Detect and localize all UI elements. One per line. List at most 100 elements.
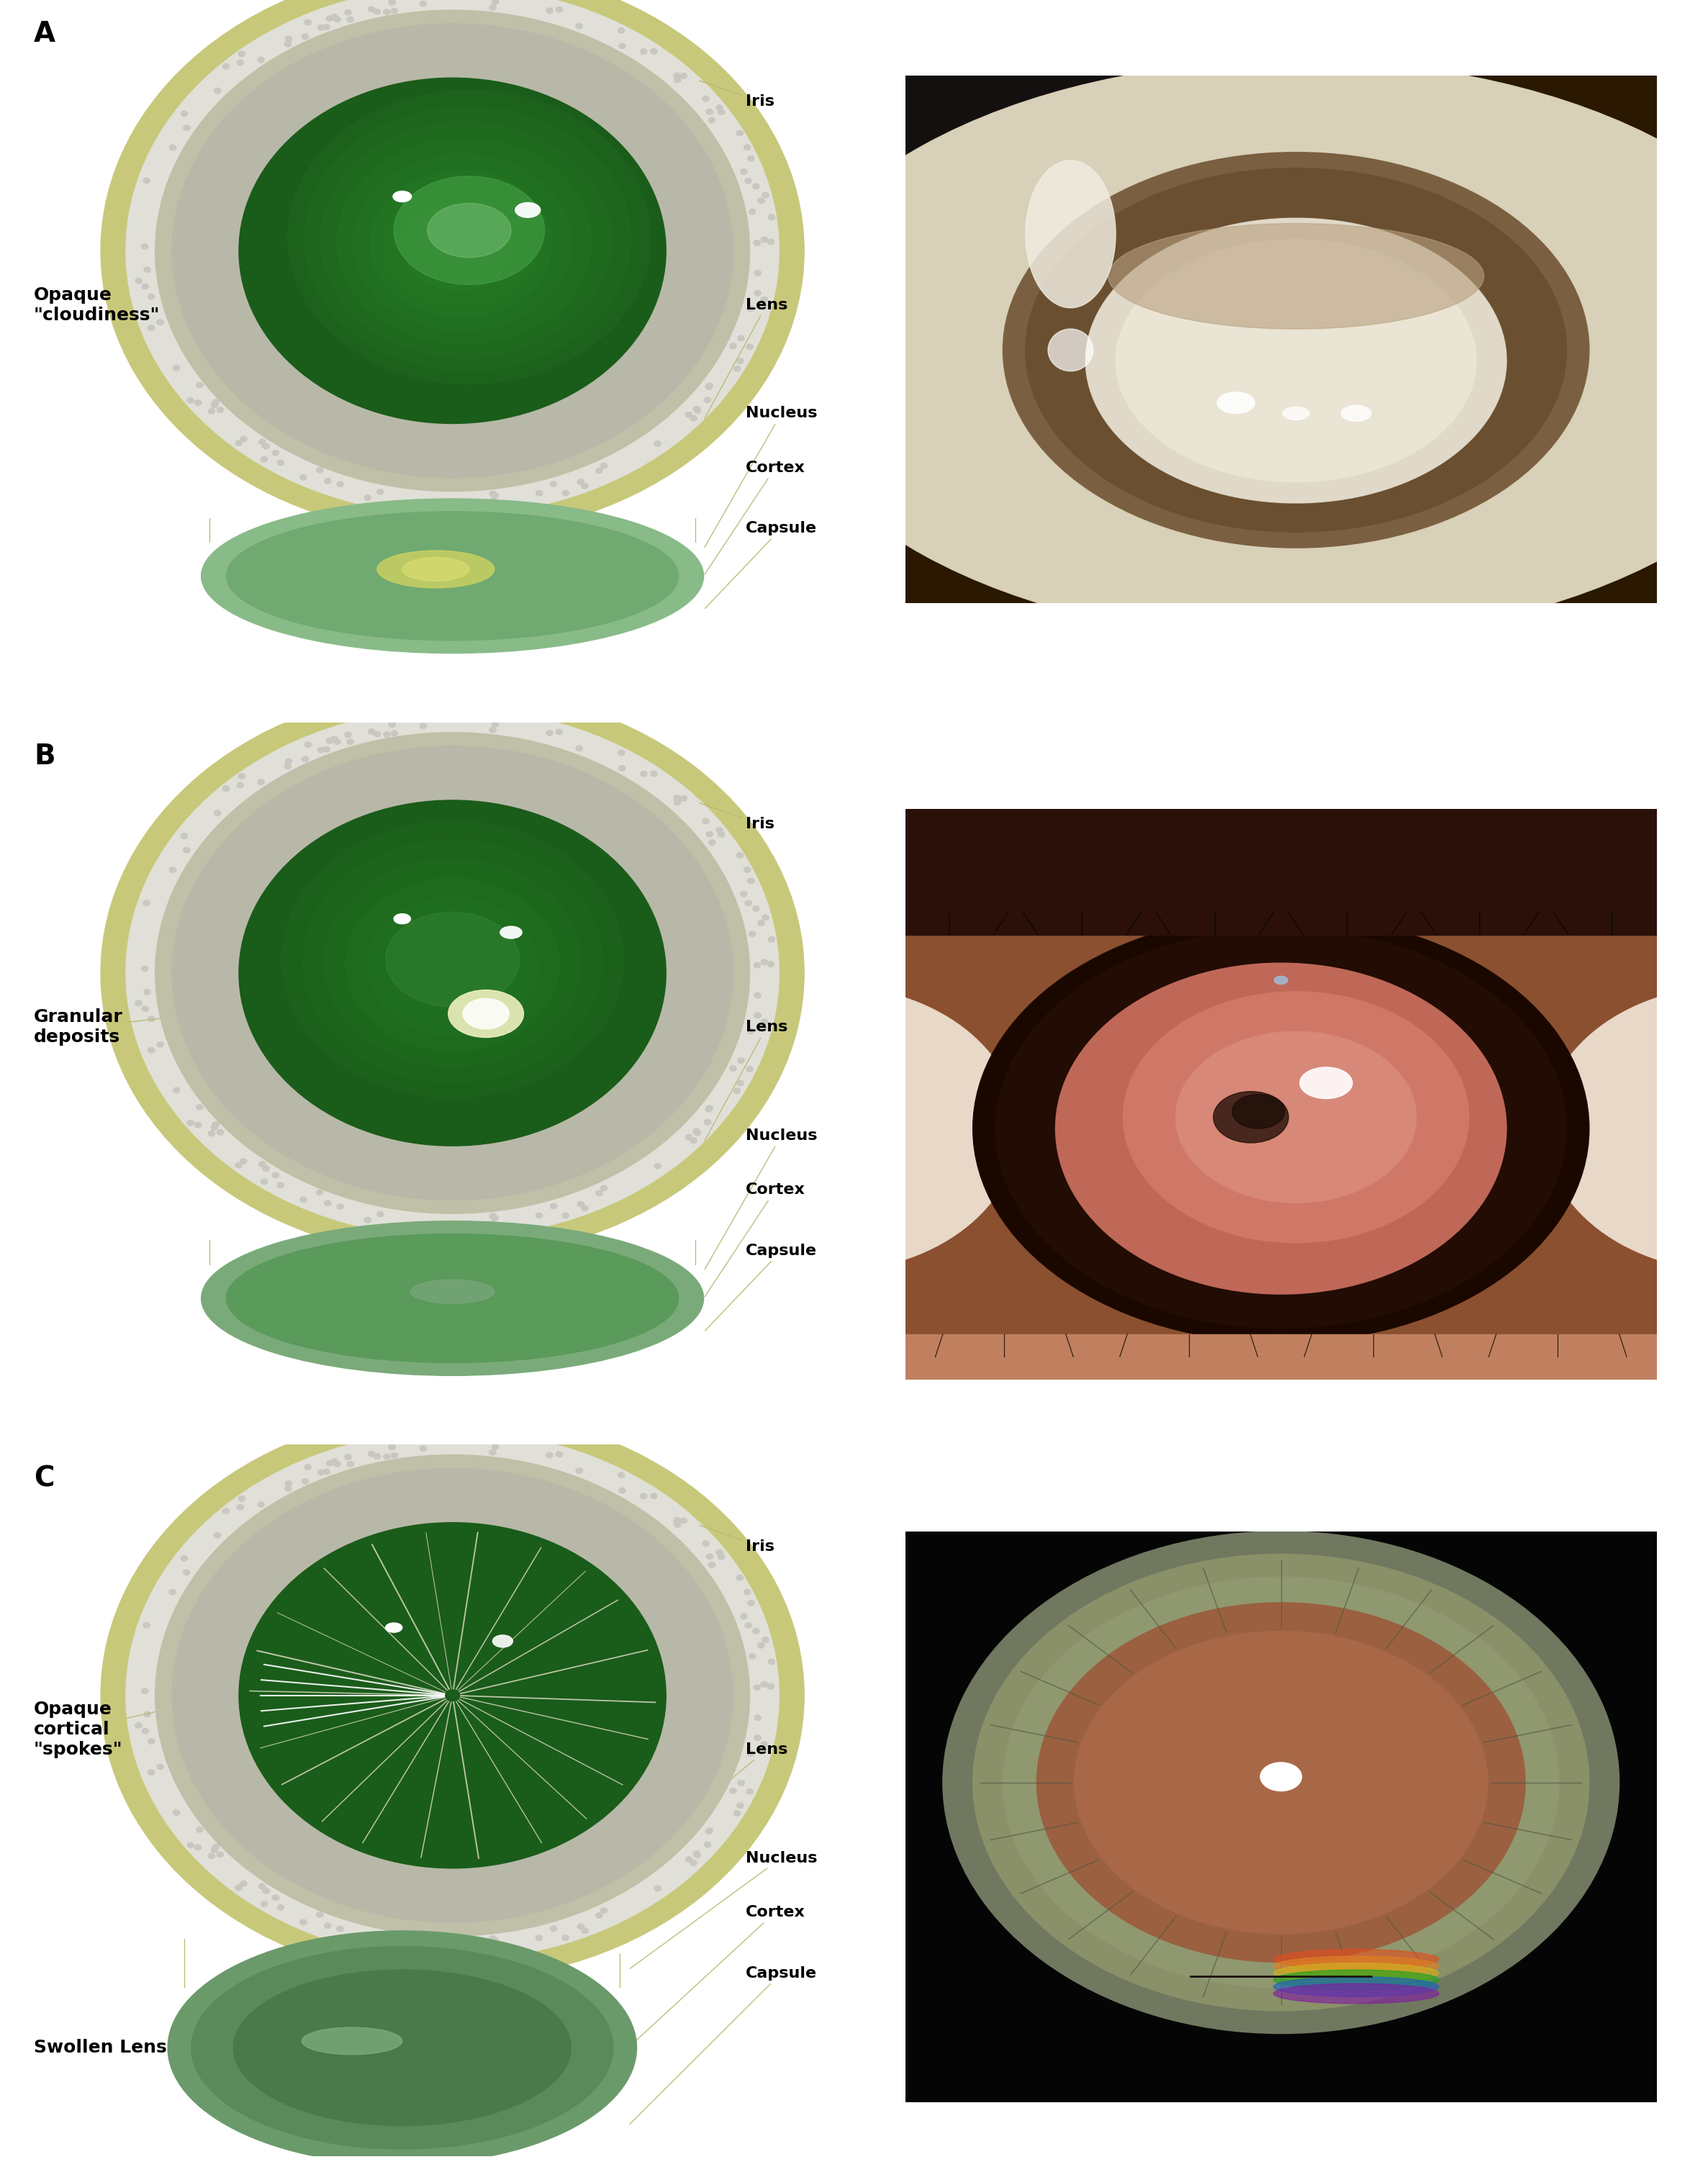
Ellipse shape bbox=[173, 1088, 179, 1092]
Ellipse shape bbox=[304, 20, 311, 26]
Ellipse shape bbox=[745, 145, 750, 150]
Ellipse shape bbox=[403, 202, 512, 290]
Text: Nucleus: Nucleus bbox=[705, 1129, 816, 1270]
Ellipse shape bbox=[285, 1480, 292, 1487]
Ellipse shape bbox=[135, 1001, 142, 1005]
Ellipse shape bbox=[470, 1946, 477, 1950]
Ellipse shape bbox=[702, 1541, 709, 1547]
Ellipse shape bbox=[413, 501, 420, 505]
Ellipse shape bbox=[1086, 219, 1506, 503]
Ellipse shape bbox=[550, 481, 557, 488]
Ellipse shape bbox=[142, 1688, 149, 1695]
Ellipse shape bbox=[1124, 992, 1469, 1242]
Ellipse shape bbox=[473, 1437, 480, 1443]
Ellipse shape bbox=[762, 193, 769, 197]
Ellipse shape bbox=[389, 722, 395, 728]
Text: Opaque
cortical
"spokes": Opaque cortical "spokes" bbox=[34, 1662, 376, 1757]
Ellipse shape bbox=[316, 1911, 323, 1918]
Ellipse shape bbox=[685, 412, 692, 418]
Ellipse shape bbox=[762, 1742, 767, 1747]
Ellipse shape bbox=[675, 800, 681, 804]
Ellipse shape bbox=[369, 7, 376, 13]
Ellipse shape bbox=[239, 1523, 666, 1868]
Ellipse shape bbox=[618, 28, 625, 33]
Ellipse shape bbox=[769, 936, 775, 943]
Ellipse shape bbox=[325, 858, 581, 1066]
Ellipse shape bbox=[413, 1946, 420, 1950]
Ellipse shape bbox=[734, 366, 741, 371]
Ellipse shape bbox=[374, 730, 381, 737]
Ellipse shape bbox=[326, 739, 333, 743]
Ellipse shape bbox=[618, 750, 625, 756]
Ellipse shape bbox=[301, 1196, 307, 1203]
Ellipse shape bbox=[755, 1012, 762, 1018]
Ellipse shape bbox=[272, 1172, 278, 1179]
Ellipse shape bbox=[748, 878, 755, 884]
Text: Nucleus: Nucleus bbox=[630, 1851, 816, 1968]
Ellipse shape bbox=[364, 494, 371, 501]
Ellipse shape bbox=[345, 732, 352, 737]
Ellipse shape bbox=[1274, 1983, 1438, 2004]
Ellipse shape bbox=[704, 1120, 711, 1125]
Ellipse shape bbox=[753, 1684, 760, 1690]
Ellipse shape bbox=[260, 1162, 265, 1166]
Ellipse shape bbox=[401, 1948, 408, 1955]
Ellipse shape bbox=[729, 1788, 736, 1794]
Ellipse shape bbox=[301, 1920, 307, 1924]
Ellipse shape bbox=[651, 48, 658, 54]
Ellipse shape bbox=[325, 1922, 331, 1929]
Ellipse shape bbox=[601, 1907, 608, 1913]
Ellipse shape bbox=[420, 724, 427, 728]
Ellipse shape bbox=[562, 1935, 569, 1939]
Text: A: A bbox=[34, 20, 55, 48]
Ellipse shape bbox=[347, 739, 354, 745]
Ellipse shape bbox=[214, 89, 220, 93]
Ellipse shape bbox=[717, 1554, 724, 1560]
Ellipse shape bbox=[302, 35, 309, 39]
Ellipse shape bbox=[318, 1469, 325, 1476]
Ellipse shape bbox=[239, 800, 666, 1146]
Ellipse shape bbox=[581, 1929, 588, 1933]
Text: Swollen Lens: Swollen Lens bbox=[34, 2039, 183, 2056]
Ellipse shape bbox=[745, 1623, 752, 1627]
Ellipse shape bbox=[434, 715, 441, 722]
Ellipse shape bbox=[345, 1454, 352, 1461]
Ellipse shape bbox=[1261, 1762, 1301, 1790]
Ellipse shape bbox=[516, 202, 540, 217]
Ellipse shape bbox=[272, 1894, 278, 1900]
Ellipse shape bbox=[740, 891, 746, 897]
Ellipse shape bbox=[237, 782, 244, 789]
Ellipse shape bbox=[263, 1166, 270, 1172]
Ellipse shape bbox=[690, 1859, 697, 1866]
Ellipse shape bbox=[717, 832, 724, 836]
Ellipse shape bbox=[740, 169, 746, 173]
Ellipse shape bbox=[217, 1853, 224, 1857]
Ellipse shape bbox=[408, 1946, 415, 1950]
Ellipse shape bbox=[389, 1443, 395, 1450]
Ellipse shape bbox=[173, 366, 179, 371]
Ellipse shape bbox=[758, 921, 765, 925]
Ellipse shape bbox=[974, 1554, 1588, 2011]
Ellipse shape bbox=[736, 130, 743, 137]
Ellipse shape bbox=[943, 1532, 1619, 2033]
Ellipse shape bbox=[1283, 407, 1308, 420]
Ellipse shape bbox=[326, 15, 333, 22]
Ellipse shape bbox=[263, 444, 270, 449]
Ellipse shape bbox=[555, 7, 562, 13]
Ellipse shape bbox=[760, 236, 767, 243]
Ellipse shape bbox=[680, 0, 1281, 156]
Ellipse shape bbox=[374, 9, 381, 15]
Ellipse shape bbox=[208, 407, 215, 414]
Ellipse shape bbox=[1267, 1768, 1295, 1786]
Ellipse shape bbox=[705, 108, 712, 115]
Ellipse shape bbox=[576, 24, 582, 28]
Ellipse shape bbox=[760, 960, 767, 964]
Ellipse shape bbox=[717, 108, 724, 115]
Ellipse shape bbox=[1025, 160, 1115, 308]
Text: Lens: Lens bbox=[705, 297, 787, 418]
Ellipse shape bbox=[753, 184, 760, 189]
Ellipse shape bbox=[333, 1461, 340, 1467]
Ellipse shape bbox=[550, 1203, 557, 1209]
Ellipse shape bbox=[408, 1222, 415, 1229]
Ellipse shape bbox=[386, 1623, 401, 1632]
